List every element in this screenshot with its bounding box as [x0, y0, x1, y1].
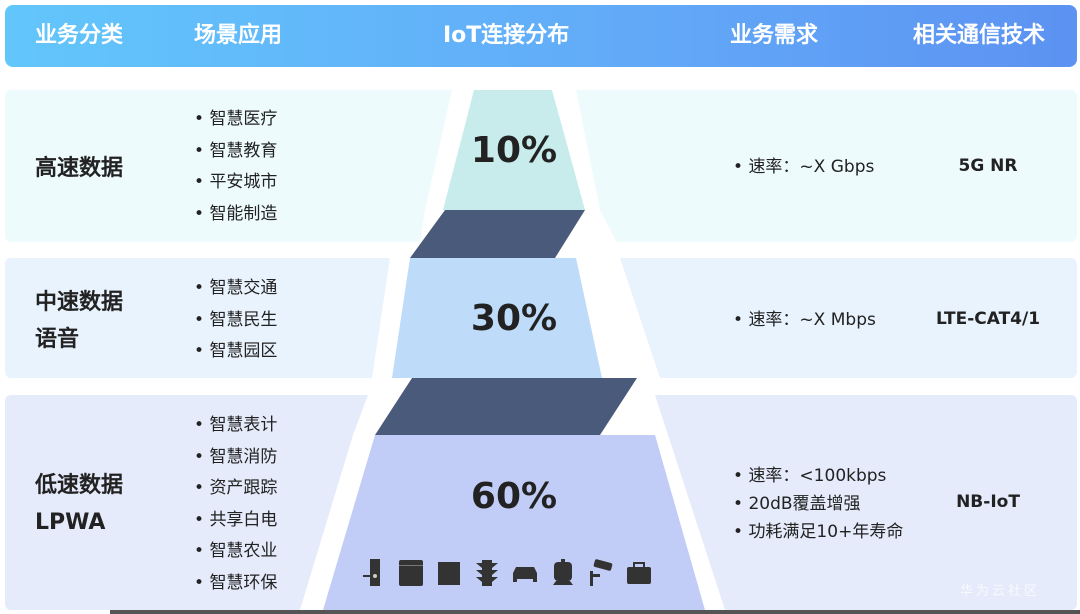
- category-label: 中速数据 语音: [35, 290, 124, 352]
- header-distribution: IoT连接分布: [443, 23, 570, 48]
- percent-label: 60%: [470, 476, 558, 517]
- refrigerator-icon: [399, 560, 423, 586]
- requirement-list: 速率：~X Gbps: [733, 153, 874, 181]
- percent-label: 10%: [470, 130, 558, 171]
- requirement-list: 速率：~X Mbps: [733, 306, 875, 334]
- door-lock-icon: [363, 559, 380, 586]
- scenario-list: 智慧表计智慧消防资产跟踪共享白电智慧农业智慧环保: [194, 410, 277, 599]
- header-requirement: 业务需求: [730, 23, 819, 48]
- scenario-list: 智慧医疗智慧教育平安城市智能制造: [194, 104, 277, 230]
- traffic-light-icon: [476, 560, 498, 586]
- train-icon: [553, 559, 573, 585]
- bottom-divider: [110, 610, 1080, 614]
- header-scenario: 场景应用: [194, 23, 283, 48]
- funnel-tier-1: [443, 90, 585, 210]
- security-camera-icon: [590, 559, 613, 586]
- percent-label: 30%: [470, 298, 558, 339]
- table-header: 业务分类 场景应用 IoT连接分布 业务需求 相关通信技术: [5, 5, 1077, 67]
- funnel-tier-2: [392, 258, 602, 378]
- watermark: 华为云社区: [960, 584, 1041, 599]
- tech-label: LTE-CAT4/1: [935, 309, 1041, 329]
- requirement-list: 速率：<100kbps20dB覆盖增强功耗满足10+年寿命: [733, 462, 903, 546]
- tech-label: 5G NR: [958, 156, 1018, 176]
- header-tech: 相关通信技术: [913, 23, 1046, 48]
- washing-machine-icon: [438, 562, 460, 585]
- car-icon: [513, 567, 537, 582]
- funnel-connector-2: [375, 378, 637, 435]
- category-label: 高速数据: [35, 156, 124, 181]
- category-label: 低速数据 LPWA: [35, 473, 124, 535]
- funnel-connector-1: [410, 210, 585, 258]
- briefcase-icon: [627, 562, 651, 584]
- device-icons: [360, 557, 652, 587]
- tech-label: NB-IoT: [956, 492, 1020, 512]
- header-category: 业务分类: [35, 23, 124, 48]
- scenario-list: 智慧交通智慧民生智慧园区: [194, 273, 277, 368]
